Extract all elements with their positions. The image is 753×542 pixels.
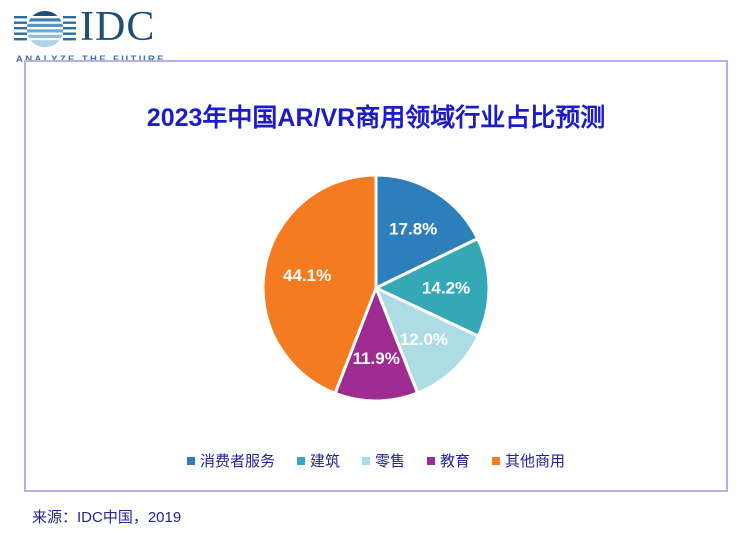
legend-item[interactable]: 零售: [361, 450, 405, 471]
idc-logo: IDC ANALYZE THE FUTURE: [14, 4, 189, 65]
pie-slice: [373, 285, 481, 396]
legend-item[interactable]: 教育: [427, 450, 470, 471]
legend-item[interactable]: 其他商用: [492, 450, 565, 471]
legend-swatch-icon: [186, 456, 195, 465]
pie-chart-svg: 17.8% 14.2% 12.0%11.9% 44.1%: [261, 173, 491, 403]
legend-item-label: 消费者服务: [199, 453, 275, 470]
legend-item-label: 零售: [374, 453, 405, 470]
pie-slice-label: 12.0%: [400, 330, 448, 349]
legend-swatch-icon: [361, 456, 370, 465]
pie-slices: [261, 173, 491, 403]
legend-item-label: 建筑: [309, 453, 340, 470]
chart-title: 2023年中国AR/VR商用领域行业占比预测: [146, 104, 606, 132]
legend-swatch-icon: [492, 456, 501, 465]
chart-panel: 2023年中国AR/VR商用领域行业占比预测 17.8% 14.2% 12.0% 11…: [24, 60, 728, 492]
pie-slice-labels: 17.8% 14.2% 12.0%11.9% 44.1%: [283, 220, 470, 368]
pie-slice-label: 17.8%: [389, 220, 437, 239]
striped-globe-icon: [14, 10, 76, 48]
pie-slice-label: 14.2%: [422, 279, 470, 298]
pie-slice: [374, 173, 480, 291]
idc-tagline: ANALYZE THE FUTURE: [16, 54, 166, 65]
legend-swatch-icon: [427, 456, 435, 465]
pie-slice: [261, 173, 378, 396]
idc-wordmark: IDC: [80, 4, 156, 50]
legend-item[interactable]: 建筑: [296, 450, 340, 471]
pie-slice: [372, 236, 491, 339]
legend-item-label: 教育: [440, 453, 471, 470]
pie-slice-label: 11.9%: [353, 349, 400, 368]
pie-slice: [333, 283, 420, 403]
pie-chart: 17.8% 14.2% 12.0% 11.9% 44.1%: [26, 172, 726, 407]
pie-slice-label: 44.1%: [283, 266, 331, 285]
legend-item-label: 其他商用: [505, 453, 566, 470]
legend-item[interactable]: 消费者服务: [186, 450, 275, 471]
chart-legend: 消费者服务 建筑 零售 教育 其他商用: [26, 450, 726, 471]
source-note: 来源：IDC中国，2019: [32, 509, 182, 526]
legend-swatch-icon: [296, 456, 305, 465]
